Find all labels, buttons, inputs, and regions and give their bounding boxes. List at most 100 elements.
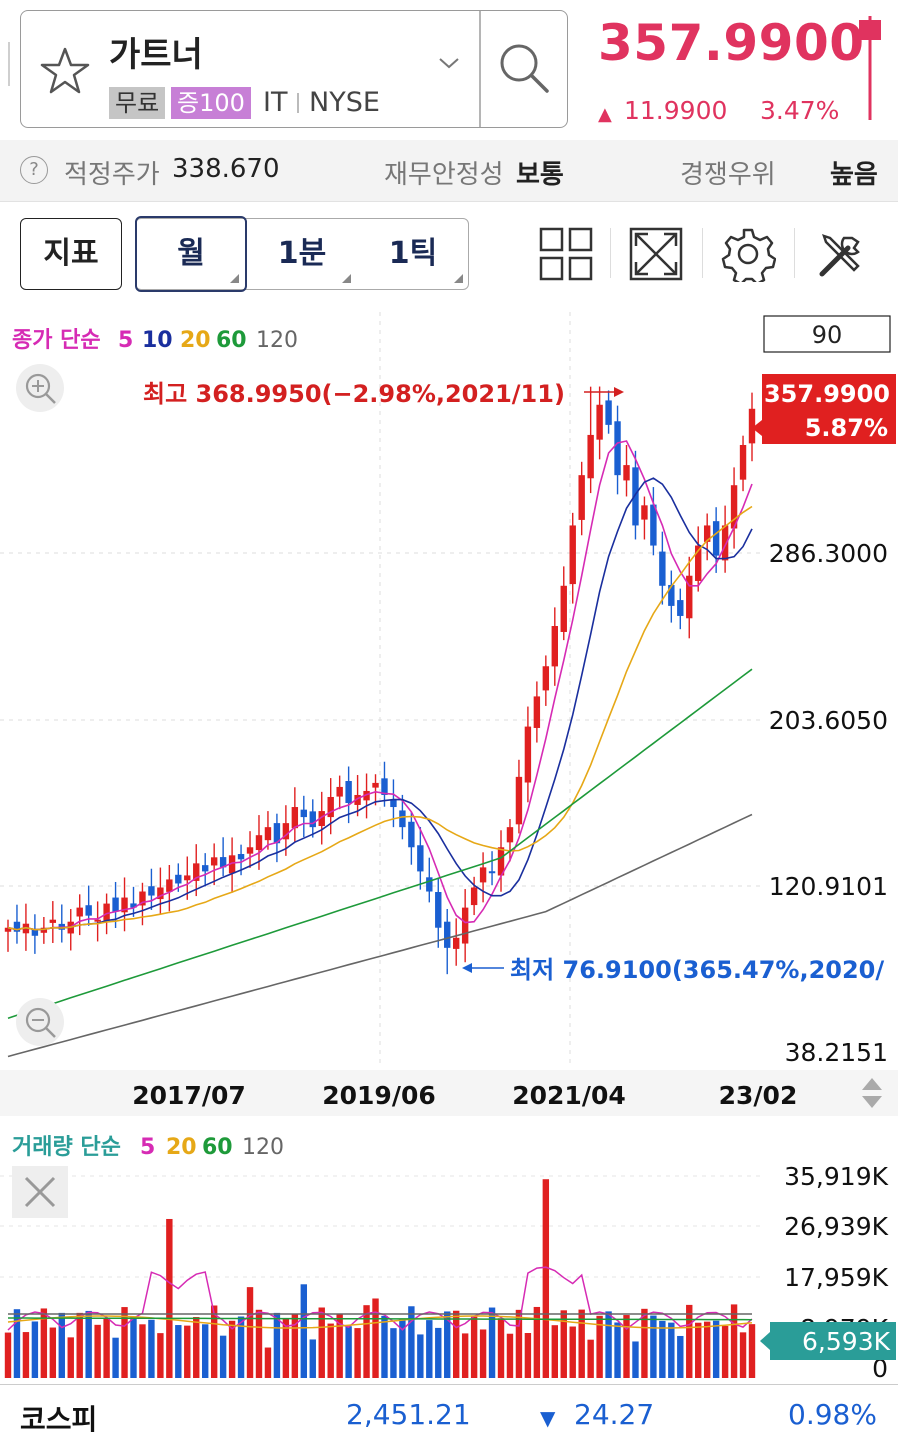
volume-bar (121, 1307, 128, 1378)
candle-body (175, 874, 182, 884)
volume-bar (587, 1339, 594, 1378)
price-tick-label: 286.3000 (769, 539, 888, 568)
candle-body (309, 811, 316, 828)
candle-body (569, 525, 576, 585)
volume-tick-label: 17,959K (784, 1263, 888, 1292)
volume-bar (255, 1309, 263, 1378)
gear-icon[interactable] (720, 226, 776, 282)
candle-body (363, 790, 370, 801)
candle-body (739, 444, 747, 480)
volume-bar (748, 1324, 756, 1378)
help-icon[interactable]: ? (20, 156, 48, 184)
index-ticker-bar[interactable] (0, 1384, 898, 1440)
search-icon[interactable] (495, 39, 553, 97)
mini-candle-icon (859, 16, 881, 120)
dropdown-corner-icon (454, 274, 463, 283)
drawing-tools-icon[interactable] (814, 226, 870, 282)
back-edge-handle[interactable] (0, 42, 10, 86)
volume-bar (470, 1316, 478, 1378)
volume-bar (560, 1310, 567, 1378)
volume-legend-period-60: 60 (202, 1135, 233, 1160)
exchange-label: NYSE (309, 87, 380, 118)
volume-legend-period-5: 5 (140, 1135, 155, 1160)
volume-bar (246, 1287, 254, 1378)
favorite-star-icon[interactable] (39, 45, 91, 97)
volume-bar (730, 1304, 738, 1378)
volume-bar (461, 1333, 469, 1378)
candle-body (327, 796, 334, 818)
candle-body (417, 845, 424, 872)
volume-bar (399, 1318, 406, 1378)
volume-bar (542, 1179, 550, 1378)
indicator-button[interactable]: 지표 (20, 218, 122, 290)
fundamentals-bar: ? 적정주가 338.670 재무안정성 보통 경쟁우위 높음 (0, 140, 898, 202)
volume-bar (390, 1328, 397, 1378)
stability-label: 재무안정성 (384, 160, 504, 190)
candle-body (76, 907, 83, 917)
layout-grid-icon[interactable] (538, 226, 594, 282)
candle-body (354, 794, 361, 805)
volume-bar (31, 1321, 39, 1378)
ma-legend-label: 종가 단순 (12, 328, 101, 353)
volume-bar (497, 1318, 505, 1378)
volume-bar (13, 1309, 21, 1378)
fair-price-value: 338.670 (172, 154, 280, 184)
volume-bar (228, 1320, 236, 1378)
candle-body (210, 857, 218, 866)
stock-selector-card[interactable]: 가트너 무료 증100 IT NYSE (20, 10, 568, 128)
candle-body (533, 696, 541, 728)
volume-bar (345, 1326, 352, 1378)
volume-bar (524, 1333, 532, 1378)
volume-bar (712, 1320, 720, 1378)
volume-bar (219, 1335, 227, 1378)
current-price: 357.9900 (598, 14, 865, 72)
candle-body (677, 600, 684, 616)
candle-body (587, 434, 594, 479)
candle-body (318, 811, 325, 827)
candle-body (712, 521, 720, 556)
candle-body (166, 879, 173, 892)
volume-legend-label: 거래량 단순 (12, 1135, 121, 1160)
time-tick-label: 2017/07 (132, 1081, 246, 1110)
zoom-in-icon (25, 373, 51, 399)
candle-body (695, 545, 702, 581)
volume-bar (4, 1332, 12, 1378)
ma-legend-period-120: 120 (256, 328, 298, 353)
last-volume-tag-pointer (760, 1332, 770, 1350)
period-month-tab[interactable] (135, 216, 247, 292)
fullscreen-icon[interactable] (628, 226, 684, 282)
period-month-label[interactable]: 월 (177, 236, 205, 271)
candle-body (542, 666, 550, 691)
volume-bar (533, 1306, 541, 1378)
volume-ma-20 (7, 1315, 753, 1329)
candle-body (49, 919, 57, 923)
dropdown-corner-icon (342, 274, 351, 283)
volume-bar (202, 1324, 209, 1378)
volume-bar (291, 1314, 299, 1378)
candle-body (390, 799, 397, 808)
volume-bar (300, 1284, 308, 1378)
volume-bar (184, 1325, 191, 1378)
volume-bar (372, 1298, 379, 1378)
candle-body (614, 421, 621, 476)
volume-bar (435, 1327, 442, 1378)
period-minute-tab[interactable]: 1분 (277, 236, 327, 271)
volume-bar (381, 1315, 388, 1378)
candle-body (139, 891, 146, 906)
period-tick-tab[interactable]: 1틱 (388, 236, 438, 271)
candle-body (121, 897, 128, 913)
margin-badge: 증100 (171, 87, 251, 119)
candle-body (336, 786, 343, 797)
time-tick-label: 2019/06 (322, 1081, 436, 1110)
chevron-down-icon[interactable] (437, 55, 461, 71)
volume-bar (94, 1324, 101, 1378)
volume-bar (488, 1307, 496, 1378)
competitive-label: 경쟁우위 (680, 160, 776, 190)
candle-body (444, 921, 451, 948)
volume-bar (426, 1320, 433, 1378)
volume-bar (444, 1311, 451, 1378)
candle-body (560, 585, 567, 632)
price-tick-label: 120.9101 (769, 872, 888, 901)
volume-bar (318, 1307, 325, 1378)
